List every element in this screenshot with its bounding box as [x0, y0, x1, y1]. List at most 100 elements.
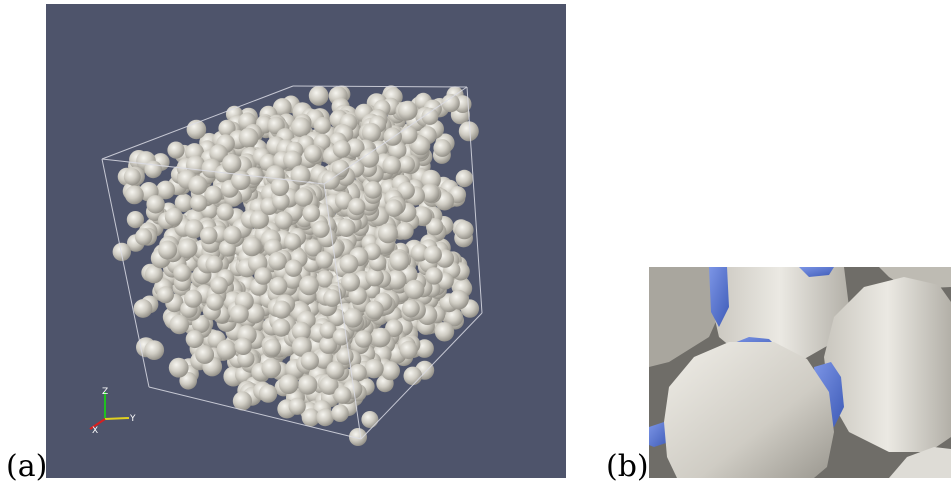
- sphere: [316, 408, 335, 427]
- sphere: [167, 141, 185, 159]
- sphere: [210, 276, 228, 295]
- sphere: [223, 225, 242, 245]
- x-axis-line: [89, 418, 106, 430]
- sphere: [433, 139, 452, 157]
- sphere: [291, 336, 312, 357]
- sphere: [323, 289, 341, 307]
- sphere: [145, 265, 164, 284]
- sphere-right: [824, 277, 951, 452]
- sphere: [123, 168, 141, 186]
- sphere: [249, 210, 269, 230]
- sphere: [270, 177, 290, 197]
- sphere: [168, 357, 189, 378]
- contact-patch-top-right: [799, 267, 834, 277]
- sphere: [403, 366, 423, 386]
- sphere: [125, 185, 144, 205]
- sphere: [343, 308, 363, 328]
- sphere: [284, 259, 303, 277]
- sphere-top-left: [649, 267, 727, 367]
- panel-b-label: (b): [606, 449, 649, 484]
- sphere: [263, 338, 282, 357]
- sphere: [144, 340, 165, 360]
- sphere: [144, 160, 162, 179]
- sphere: [445, 308, 464, 327]
- sphere: [156, 180, 175, 200]
- sphere: [455, 169, 474, 188]
- sphere: [173, 263, 191, 282]
- sphere: [385, 319, 403, 338]
- sphere: [184, 289, 203, 308]
- sphere: [146, 195, 165, 214]
- sphere: [339, 254, 359, 274]
- sphere: [174, 193, 194, 213]
- sphere: [188, 175, 208, 195]
- contact-patch-left-bottom: [649, 422, 669, 447]
- sphere: [423, 245, 442, 264]
- sphere: [319, 375, 339, 395]
- sphere: [331, 159, 350, 178]
- sphere: [312, 220, 330, 238]
- sphere: [204, 185, 223, 204]
- sphere: [283, 150, 302, 170]
- sphere: [361, 411, 379, 428]
- sphere: [354, 330, 373, 348]
- sphere: [232, 391, 252, 411]
- sphere: [261, 358, 282, 379]
- sphere-top-right-small: [879, 267, 951, 289]
- sphere: [326, 361, 345, 380]
- sphere: [386, 269, 407, 290]
- sphere: [299, 275, 319, 296]
- sphere: [402, 299, 420, 318]
- sphere: [169, 314, 190, 335]
- sphere: [455, 220, 474, 240]
- sphere: [238, 127, 259, 148]
- sphere: [164, 207, 183, 226]
- sphere: [383, 127, 402, 146]
- panel-b-render: [649, 267, 951, 478]
- sphere: [278, 374, 299, 394]
- sphere: [229, 304, 249, 324]
- sphere: [283, 233, 301, 251]
- sphere: [274, 211, 293, 230]
- sphere: [314, 349, 334, 369]
- sphere: [222, 154, 242, 174]
- sphere: [184, 219, 204, 239]
- sphere-cluster: [112, 85, 480, 446]
- sphere: [398, 100, 418, 121]
- sphere: [397, 155, 415, 174]
- sphere: [258, 384, 278, 403]
- sphere: [304, 144, 322, 163]
- sphere: [349, 428, 367, 446]
- y-axis-label: Y: [129, 414, 136, 424]
- sphere: [269, 276, 288, 296]
- sphere: [190, 194, 208, 212]
- sphere: [359, 148, 380, 168]
- sphere: [112, 242, 131, 262]
- sphere: [441, 94, 460, 113]
- sphere: [377, 223, 398, 244]
- sphere: [458, 121, 479, 142]
- sphere: [399, 340, 418, 360]
- sphere: [199, 226, 218, 245]
- sphere: [300, 351, 319, 371]
- sphere: [301, 408, 320, 427]
- sphere: [272, 300, 291, 319]
- sphere: [157, 286, 174, 304]
- sphere-bottom-right: [889, 447, 951, 478]
- sphere: [333, 386, 352, 404]
- sphere: [268, 251, 287, 271]
- sphere: [291, 321, 311, 341]
- sphere: [337, 218, 356, 237]
- sphere: [294, 188, 313, 207]
- sphere: [348, 198, 366, 216]
- sphere: [308, 85, 329, 106]
- closeup-scene: [649, 267, 951, 478]
- sphere: [420, 183, 440, 203]
- sphere: [315, 251, 333, 269]
- sphere: [177, 238, 198, 259]
- sphere: [349, 364, 367, 382]
- sphere: [272, 98, 292, 117]
- sphere: [364, 359, 384, 379]
- sphere: [288, 397, 306, 415]
- sphere: [434, 322, 455, 342]
